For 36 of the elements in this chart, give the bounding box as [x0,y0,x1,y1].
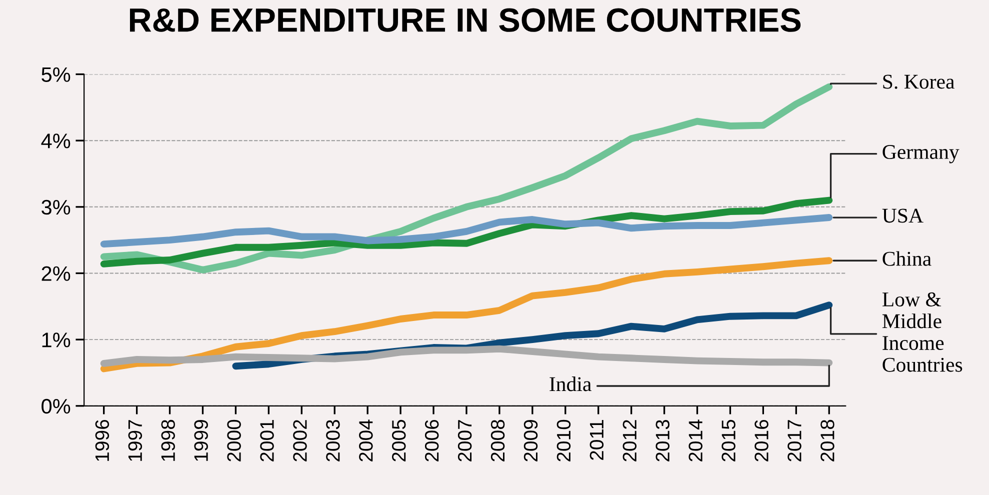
text: USA [882,208,924,223]
x-tick-label: 2000 [227,420,241,462]
x-tick-label: 2013 [656,420,670,462]
x-tick-label: 2007 [458,420,472,462]
text: Germany [882,145,960,164]
x-tick-label: 2012 [622,420,637,462]
x-tick-label: 2004 [359,420,373,462]
text: Low & Middle Income Countries [882,292,962,372]
x-tick-label: 2018 [820,420,834,462]
text: S. Korea [883,74,954,89]
x-tick-label: 2002 [293,420,307,462]
text: China [882,251,932,266]
x-tick-label: 1999 [194,420,208,461]
x-tick-label: 2017 [788,420,802,462]
y-tick-label: 4% [41,134,70,148]
x-tick-label: 2001 [260,420,274,462]
x-tick-label: 2005 [392,420,406,462]
y-tick-label: 5% [42,67,70,82]
x-tick-label: 2009 [524,420,538,462]
chart-title: R&D EXPENDITURE IN SOME COUNTRIES [130,8,801,32]
x-tick-label: 2014 [688,420,702,462]
y-tick-label: 2% [42,266,70,281]
x-tick-label: 1997 [128,420,142,461]
x-tick-label: 2011 [590,420,604,460]
x-tick-label: 2016 [754,420,768,462]
y-tick-label: 1% [42,332,70,348]
y-tick-label: 0% [42,398,70,414]
x-tick-label: 2008 [490,420,505,462]
y-tick-label: 3% [42,200,70,215]
series-label: India [550,376,592,392]
x-tick-label: 2003 [326,420,340,462]
x-tick-label: 1998 [161,420,175,461]
x-tick-label: 2010 [556,420,571,462]
x-tick-label: 2006 [424,420,439,462]
x-tick-label: 1996 [95,420,110,461]
x-tick-label: 2015 [722,420,736,462]
